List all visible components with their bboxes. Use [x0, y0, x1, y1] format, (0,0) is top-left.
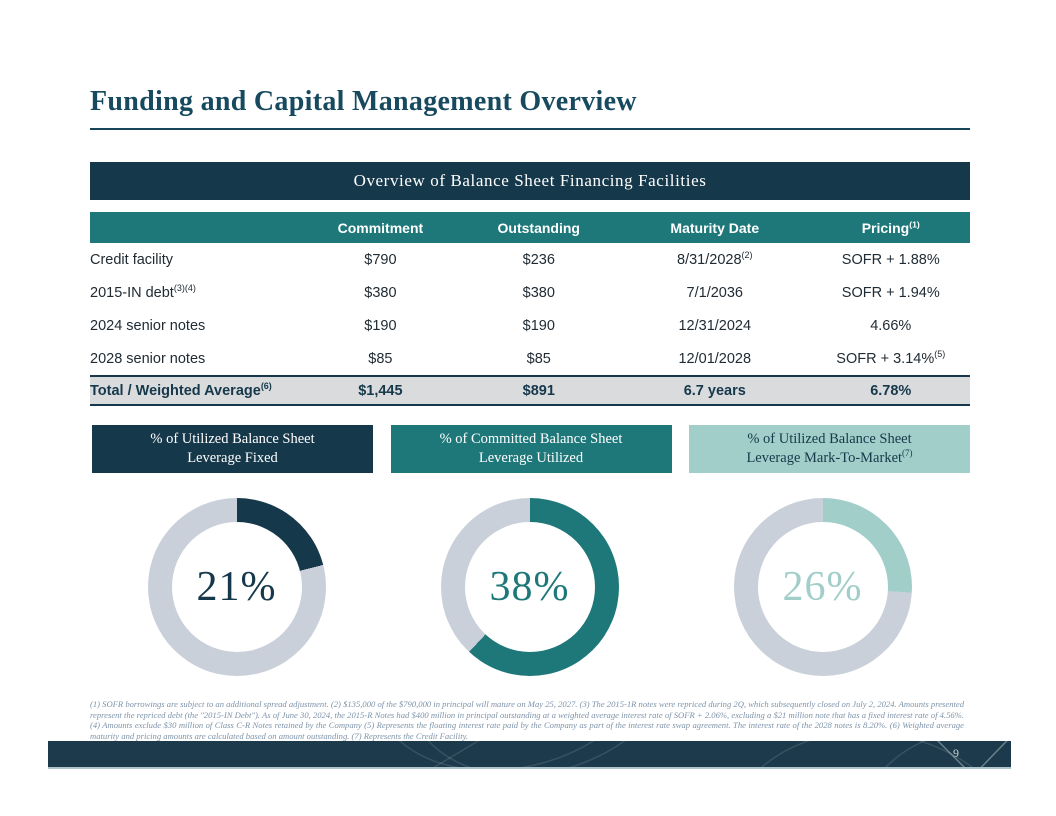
donut-ring: 26%	[733, 498, 912, 676]
total-maturity: 6.7 years	[683, 382, 746, 399]
cell-commitment: $190	[364, 317, 397, 334]
row-label: 2028 senior notes	[90, 350, 206, 367]
table-header-row: Commitment Outstanding Maturity Date Pri…	[90, 212, 970, 243]
donut-ring: 38%	[440, 498, 619, 676]
cell-pricing: SOFR + 3.14%(5)	[836, 348, 946, 367]
cell-pricing: 4.66%	[870, 317, 912, 334]
table-row: 2028 senior notes $85 $85 12/01/2028 SOF…	[90, 342, 970, 375]
row-label: 2024 senior notes	[90, 317, 206, 334]
decorative-swirls	[398, 741, 1008, 767]
chart-header-mark-to-market: % of Utilized Balance Sheet Leverage Mark…	[689, 425, 970, 473]
cell-outstanding: $380	[522, 284, 555, 301]
cell-outstanding: $236	[522, 251, 555, 268]
page-title: Funding and Capital Management Overview	[90, 86, 637, 117]
table-row: Credit facility $790 $236 8/31/2028(2) S…	[90, 243, 970, 276]
cell-outstanding: $190	[522, 317, 555, 334]
total-outstanding: $891	[522, 382, 555, 399]
header-cell-commitment: Commitment	[337, 219, 424, 236]
total-commitment: $1,445	[358, 382, 403, 399]
donut-chart-mark-to-market: 26%	[676, 498, 969, 676]
header-cell-maturity-date: Maturity Date	[670, 219, 760, 236]
donut-value-label: 38%	[489, 564, 570, 610]
bottom-bar: 9	[48, 741, 1011, 769]
cell-pricing: SOFR + 1.88%	[841, 251, 940, 268]
donut-hole: 38%	[464, 522, 595, 652]
table-row: 2015-IN debt(3)(4) $380 $380 7/1/2036 SO…	[90, 276, 970, 309]
chart-header-boxes: % of Utilized Balance Sheet Leverage Fixe…	[92, 425, 970, 473]
row-label: Credit facility	[90, 251, 173, 268]
total-label: Total / Weighted Average(6)	[90, 380, 272, 399]
cell-commitment: $380	[364, 284, 397, 301]
chart-header-leverage-fixed: % of Utilized Balance Sheet Leverage Fixe…	[92, 425, 373, 473]
cell-pricing: SOFR + 1.94%	[841, 284, 940, 301]
title-underline-rule: Funding and Capital Management Overview	[90, 86, 970, 130]
header-cell-pricing: Pricing(1)	[861, 218, 920, 236]
cell-maturity: 12/01/2028	[678, 350, 752, 367]
financing-facilities-table: Overview of Balance Sheet Financing Faci…	[90, 162, 970, 406]
donut-chart-leverage-fixed: 21%	[90, 498, 383, 676]
header-cell-outstanding: Outstanding	[497, 219, 580, 236]
table-title-bar: Overview of Balance Sheet Financing Faci…	[90, 162, 970, 200]
donut-hole: 21%	[171, 522, 302, 652]
row-label: 2015-IN debt(3)(4)	[90, 282, 196, 301]
cell-maturity: 8/31/2028(2)	[677, 249, 753, 268]
donut-hole: 26%	[757, 522, 888, 652]
page-number: 9	[953, 746, 959, 760]
footnotes: (1) SOFR borrowings are subject to an ad…	[90, 699, 964, 742]
cell-commitment: $790	[364, 251, 397, 268]
total-pricing: 6.78%	[870, 382, 912, 399]
donut-value-label: 21%	[196, 564, 277, 610]
donut-ring: 21%	[147, 498, 326, 676]
cell-commitment: $85	[368, 350, 393, 367]
cell-maturity: 12/31/2024	[678, 317, 752, 334]
donut-charts-row: 21% 38% 26%	[90, 498, 970, 676]
table-total-row: Total / Weighted Average(6) $1,445 $891 …	[90, 375, 970, 406]
cell-maturity: 7/1/2036	[686, 284, 743, 301]
donut-chart-leverage-utilized: 38%	[383, 498, 676, 676]
cell-outstanding: $85	[526, 350, 551, 367]
donut-value-label: 26%	[782, 564, 863, 610]
chart-header-leverage-utilized: % of Committed Balance Sheet Leverage Uti…	[390, 425, 672, 473]
table-row: 2024 senior notes $190 $190 12/31/2024 4…	[90, 309, 970, 342]
